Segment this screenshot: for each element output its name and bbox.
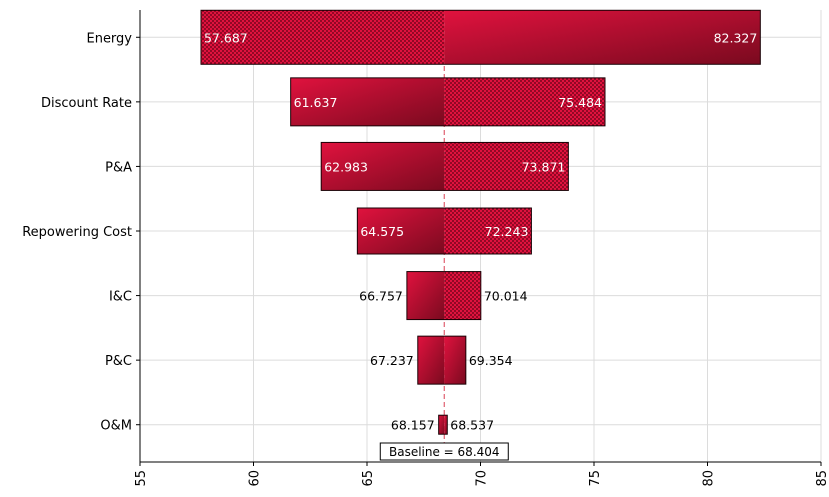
bar-outline-2 — [320, 141, 569, 191]
bar-high-2 — [444, 142, 569, 191]
bar-low-0 — [200, 10, 445, 65]
high-value-label: 82.327 — [714, 30, 758, 45]
low-value-label: 68.157 — [391, 418, 435, 433]
category-label: Energy — [86, 31, 132, 46]
bars — [200, 9, 761, 444]
high-value-label: 69.354 — [469, 353, 513, 368]
x-tick-label: 75 — [588, 470, 603, 487]
high-value-label: 70.014 — [484, 289, 528, 304]
value-labels: Energy 57.687 82.327 Discount Rate 61.637 75.… — [22, 30, 757, 433]
x-tick-label: 80 — [702, 470, 717, 487]
low-value-label: 57.687 — [204, 30, 248, 45]
bar-outline-6 — [438, 414, 448, 435]
low-value-label: 64.575 — [360, 224, 404, 239]
bar-outline-5 — [417, 335, 467, 385]
category-label: Repowering Cost — [22, 225, 132, 240]
low-value-label: 62.983 — [324, 159, 368, 174]
bar-low-3 — [357, 208, 445, 254]
category-label: Discount Rate — [41, 96, 132, 111]
category-label: I&C — [109, 290, 132, 305]
bar-high-1 — [444, 77, 605, 126]
high-value-label: 72.243 — [485, 224, 529, 239]
bar-low-6 — [438, 415, 445, 435]
baseline-label: Baseline = 68.404 — [389, 445, 500, 459]
high-value-label: 68.537 — [450, 418, 494, 433]
x-tick-label: 85 — [815, 470, 829, 487]
x-tick-label: 60 — [248, 470, 263, 487]
bar-low-1 — [290, 77, 445, 126]
bar-high-5 — [444, 336, 466, 385]
bar-outline-3 — [356, 207, 532, 255]
bar-outline-4 — [406, 271, 482, 321]
low-value-label: 66.757 — [359, 289, 403, 304]
x-tick-label: 55 — [134, 470, 149, 487]
bar-high-3 — [444, 208, 532, 254]
category-label: O&M — [100, 419, 132, 434]
high-value-label: 75.484 — [558, 95, 602, 110]
bar-high-6 — [444, 415, 448, 435]
category-label: P&C — [105, 354, 132, 369]
bar-outline-0 — [200, 9, 761, 65]
low-value-label: 61.637 — [294, 95, 338, 110]
bar-low-5 — [417, 336, 445, 385]
category-label: P&A — [105, 160, 132, 175]
baseline-label-box — [379, 442, 509, 461]
bar-outline-1 — [290, 77, 606, 127]
x-tick-label: 65 — [361, 470, 376, 487]
high-value-label: 73.871 — [522, 159, 566, 174]
bar-low-4 — [406, 271, 445, 320]
bar-high-0 — [444, 10, 761, 65]
axes: 55 60 65 70 75 80 85 Baseline = 68.404 — [134, 10, 829, 487]
x-tick-label: 70 — [475, 470, 490, 487]
low-value-label: 67.237 — [370, 353, 414, 368]
grid — [139, 10, 822, 462]
bar-low-2 — [321, 142, 445, 191]
bar-high-4 — [444, 271, 481, 320]
